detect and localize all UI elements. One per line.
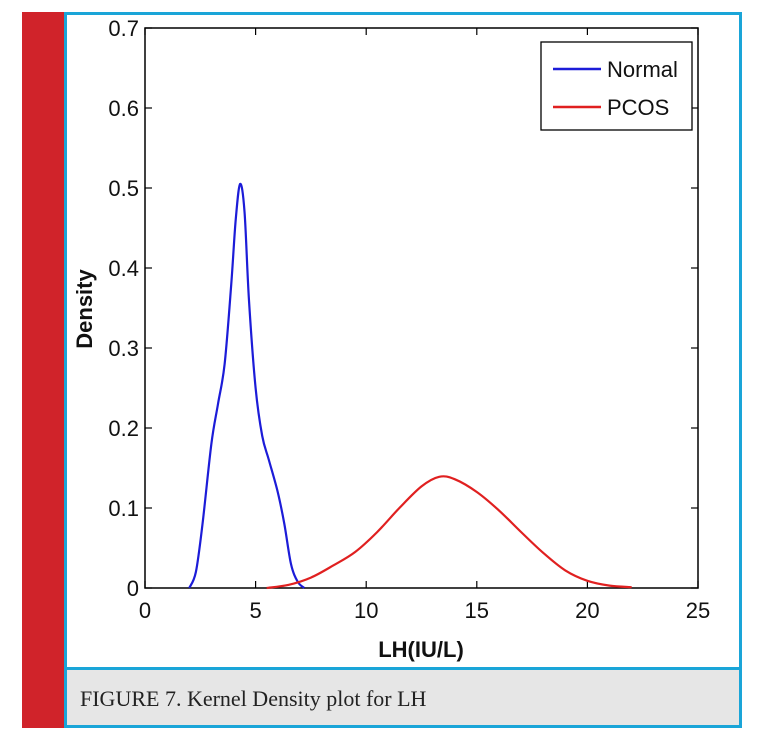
x-tick-label: 10 — [354, 598, 378, 623]
legend: Normal PCOS — [540, 41, 693, 131]
y-tick-label: 0 — [127, 576, 139, 601]
y-axis: 0 0.1 0.2 0.3 0.4 0.5 0.6 0.7 — [108, 16, 698, 601]
y-tick-label: 0.6 — [108, 96, 139, 121]
x-tick-label: 0 — [139, 598, 151, 623]
x-tick-label: 25 — [686, 598, 710, 623]
legend-label-normal: Normal — [607, 57, 678, 82]
x-axis: 0 5 10 15 20 25 — [139, 28, 710, 623]
y-tick-label: 0.2 — [108, 416, 139, 441]
y-tick-label: 0.7 — [108, 16, 139, 41]
x-tick-label: 15 — [465, 598, 489, 623]
series-line-normal — [188, 182, 306, 589]
x-axis-label: LH(IU/L) — [378, 637, 464, 662]
legend-label-pcos: PCOS — [607, 95, 669, 120]
x-tick-label: 5 — [249, 598, 261, 623]
legend-box — [540, 41, 693, 131]
series-lines — [188, 182, 632, 590]
series-line-pcos — [266, 475, 632, 590]
x-tick-label: 20 — [575, 598, 599, 623]
figure-caption: FIGURE 7. Kernel Density plot for LH — [80, 686, 427, 711]
caption-divider — [64, 667, 742, 670]
caption-box — [67, 670, 739, 725]
y-tick-label: 0.5 — [108, 176, 139, 201]
y-tick-label: 0.4 — [108, 256, 139, 281]
side-accent-bar — [22, 12, 64, 728]
y-axis-label: Density — [72, 269, 97, 349]
y-tick-label: 0.1 — [108, 496, 139, 521]
y-tick-label: 0.3 — [108, 336, 139, 361]
